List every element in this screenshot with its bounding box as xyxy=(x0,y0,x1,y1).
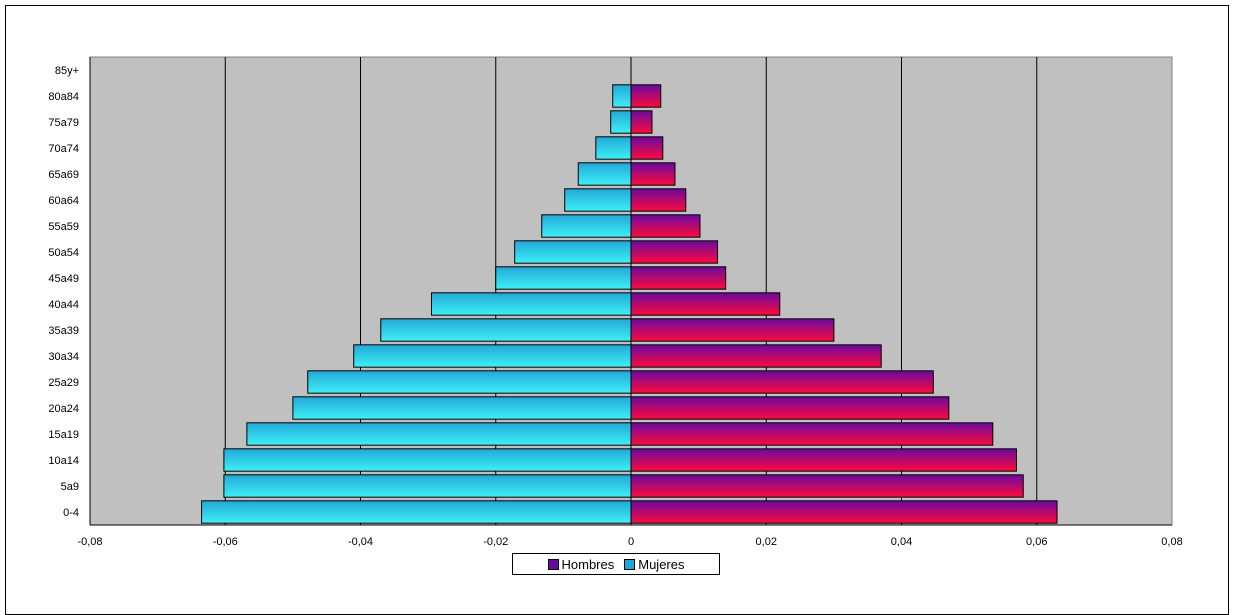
legend-item-mujeres: Mujeres xyxy=(624,556,685,572)
y-tick-label: 60a64 xyxy=(48,195,79,207)
bar-mujeres xyxy=(201,500,632,524)
bar-mujeres xyxy=(223,474,632,498)
bar-mujeres xyxy=(610,110,632,134)
legend-swatch-hombres xyxy=(547,558,559,570)
legend-label-hombres: Hombres xyxy=(561,556,615,572)
bar-hombres xyxy=(630,500,1058,524)
x-tick-label: -0,06 xyxy=(213,536,238,548)
bar-mujeres xyxy=(514,240,632,264)
bar-hombres xyxy=(630,136,664,160)
y-tick-label: 5a9 xyxy=(61,481,79,493)
bar-hombres xyxy=(630,214,701,238)
y-tick-label: 30a34 xyxy=(48,351,79,363)
bar-mujeres xyxy=(292,396,632,420)
bar-hombres xyxy=(630,422,994,446)
legend: Hombres Mujeres xyxy=(512,553,720,575)
y-tick-label: 35a39 xyxy=(48,325,79,337)
bar-hombres xyxy=(630,84,662,108)
bar-mujeres xyxy=(612,84,632,108)
y-tick-label: 15a19 xyxy=(48,429,79,441)
bar-mujeres xyxy=(595,136,632,160)
bar-mujeres xyxy=(541,214,632,238)
y-tick-label: 25a29 xyxy=(48,377,79,389)
bar-hombres xyxy=(630,266,727,290)
bar-hombres xyxy=(630,448,1017,472)
legend-swatch-mujeres xyxy=(624,558,636,570)
x-tick-label: 0,08 xyxy=(1161,536,1182,548)
x-tick-label: -0,02 xyxy=(483,536,508,548)
legend-label-mujeres: Mujeres xyxy=(638,556,685,572)
y-axis-labels: 0-4 5a9 10a14 15a19 20a24 25a29 30a34 35a39 40a4… xyxy=(48,65,79,519)
bar-mujeres xyxy=(246,422,632,446)
bar-hombres xyxy=(630,162,676,186)
bar-hombres xyxy=(630,344,882,368)
bar-mujeres xyxy=(431,292,632,316)
y-tick-label: 85y+ xyxy=(55,65,79,77)
bar-hombres xyxy=(630,292,781,316)
bar-hombres xyxy=(630,240,719,264)
x-tick-label: -0,08 xyxy=(77,536,102,548)
bar-hombres xyxy=(630,396,950,420)
y-tick-label: 10a14 xyxy=(48,455,79,467)
bar-mujeres xyxy=(495,266,632,290)
bar-hombres xyxy=(630,110,653,134)
y-tick-label: 70a74 xyxy=(48,143,79,155)
y-tick-label: 0-4 xyxy=(63,507,79,519)
bar-mujeres xyxy=(577,162,632,186)
bar-mujeres xyxy=(564,188,632,212)
y-tick-label: 80a84 xyxy=(48,91,79,103)
x-tick-label: 0,06 xyxy=(1026,536,1047,548)
bar-hombres xyxy=(630,370,934,394)
bar-mujeres xyxy=(307,370,632,394)
bar-mujeres xyxy=(223,448,632,472)
x-tick-label: -0,04 xyxy=(348,536,373,548)
bar-mujeres xyxy=(380,318,632,342)
y-tick-label: 50a54 xyxy=(48,247,79,259)
x-axis-labels: -0,08 -0,06 -0,04 -0,02 0 0,02 0,04 0,06 0,08 xyxy=(77,536,1182,548)
y-tick-label: 55a59 xyxy=(48,221,79,233)
legend-item-hombres: Hombres xyxy=(547,556,615,572)
x-tick-label: 0,02 xyxy=(756,536,777,548)
y-tick-label: 20a24 xyxy=(48,403,79,415)
bar-hombres xyxy=(630,188,687,212)
y-tick-label: 40a44 xyxy=(48,299,79,311)
bar-hombres xyxy=(630,318,835,342)
y-tick-label: 45a49 xyxy=(48,273,79,285)
x-tick-label: 0 xyxy=(628,536,634,548)
x-tick-label: 0,04 xyxy=(891,536,912,548)
bars xyxy=(89,57,1172,526)
y-tick-label: 65a69 xyxy=(48,169,79,181)
y-tick-label: 75a79 xyxy=(48,117,79,129)
bar-hombres xyxy=(630,474,1024,498)
bar-mujeres xyxy=(353,344,632,368)
